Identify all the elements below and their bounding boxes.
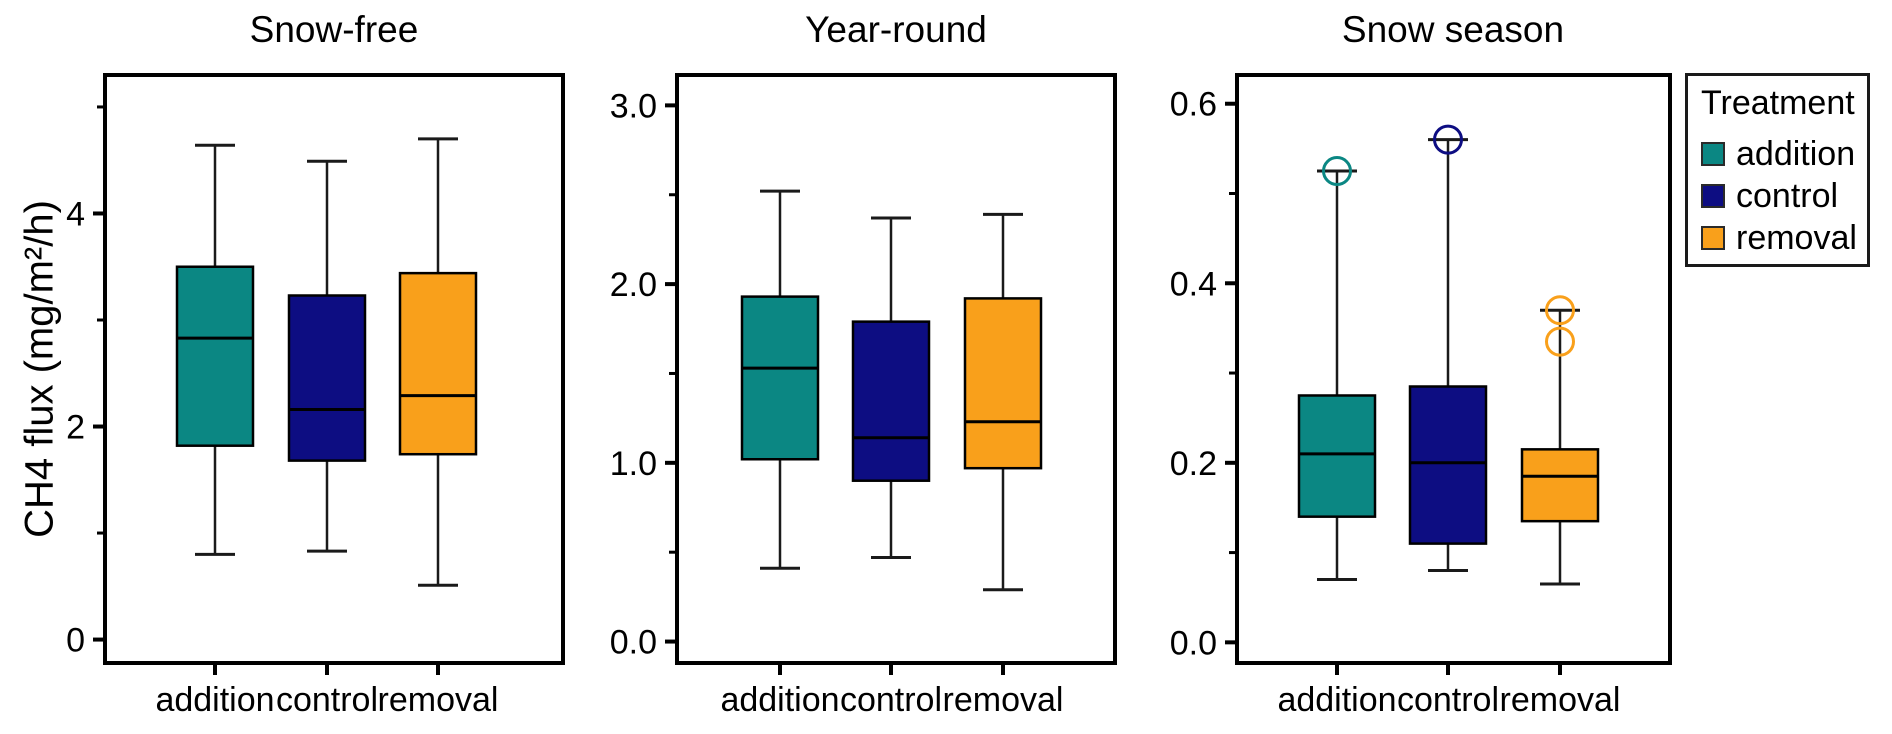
x-category-label: addition <box>1277 681 1396 719</box>
panel-frame <box>1235 73 1672 665</box>
y-tick-label: 1.0 <box>610 445 657 483</box>
x-category-label: removal <box>378 681 499 719</box>
y-tick-label: 0 <box>66 622 85 660</box>
legend-item-control: control <box>1701 175 1867 217</box>
y-tick-label: 0.6 <box>1170 86 1217 124</box>
box-removal <box>963 297 1043 470</box>
panel-title-snow-free: Snow-free <box>249 9 419 50</box>
outlier-circle <box>1545 326 1575 357</box>
legend-item-label: control <box>1736 176 1839 215</box>
legend-swatch-control <box>1701 184 1725 208</box>
x-category-label: addition <box>155 681 274 719</box>
box-removal <box>398 271 478 456</box>
x-category-label: control <box>276 681 378 719</box>
box-control <box>1408 385 1488 545</box>
y-tick-label: 2.0 <box>610 266 657 304</box>
outlier-circle <box>1433 124 1463 155</box>
x-category-label: removal <box>1500 681 1621 719</box>
box-addition <box>175 265 255 447</box>
x-category-label: control <box>1397 681 1499 719</box>
legend-swatch-addition <box>1701 142 1725 166</box>
panel-title-year-round: Year-round <box>805 9 987 50</box>
panel-frame <box>103 73 565 665</box>
legend-swatch-removal <box>1701 226 1725 250</box>
box-addition <box>740 295 820 461</box>
y-tick-label: 0.4 <box>1170 265 1217 303</box>
box-control <box>851 320 931 482</box>
y-tick-label: 0.0 <box>610 624 657 662</box>
box-control <box>287 294 367 462</box>
y-tick-label: 0.2 <box>1170 445 1217 483</box>
outlier-circle <box>1322 156 1352 187</box>
legend-item-addition: addition <box>1701 133 1867 175</box>
legend: Treatment addition control removal <box>1685 73 1870 267</box>
y-tick-label: 0.0 <box>1170 624 1217 662</box>
y-tick-label: 2 <box>66 409 85 447</box>
x-category-label: removal <box>943 681 1064 719</box>
box-addition <box>1297 394 1377 518</box>
legend-item-removal: removal <box>1701 217 1867 259</box>
legend-item-label: addition <box>1736 134 1856 173</box>
outlier-circle <box>1545 295 1575 326</box>
box-removal <box>1520 448 1600 523</box>
x-category-label: control <box>840 681 942 719</box>
y-tick-label: 4 <box>66 195 85 233</box>
x-category-label: addition <box>720 681 839 719</box>
legend-item-label: removal <box>1736 218 1857 257</box>
y-tick-label: 3.0 <box>610 87 657 125</box>
y-axis-title: CH4 flux (mg/m²/h) <box>17 200 62 538</box>
panel-title-snow-season: Snow season <box>1341 9 1565 50</box>
legend-title: Treatment <box>1701 84 1855 122</box>
panel-frame <box>675 73 1117 665</box>
